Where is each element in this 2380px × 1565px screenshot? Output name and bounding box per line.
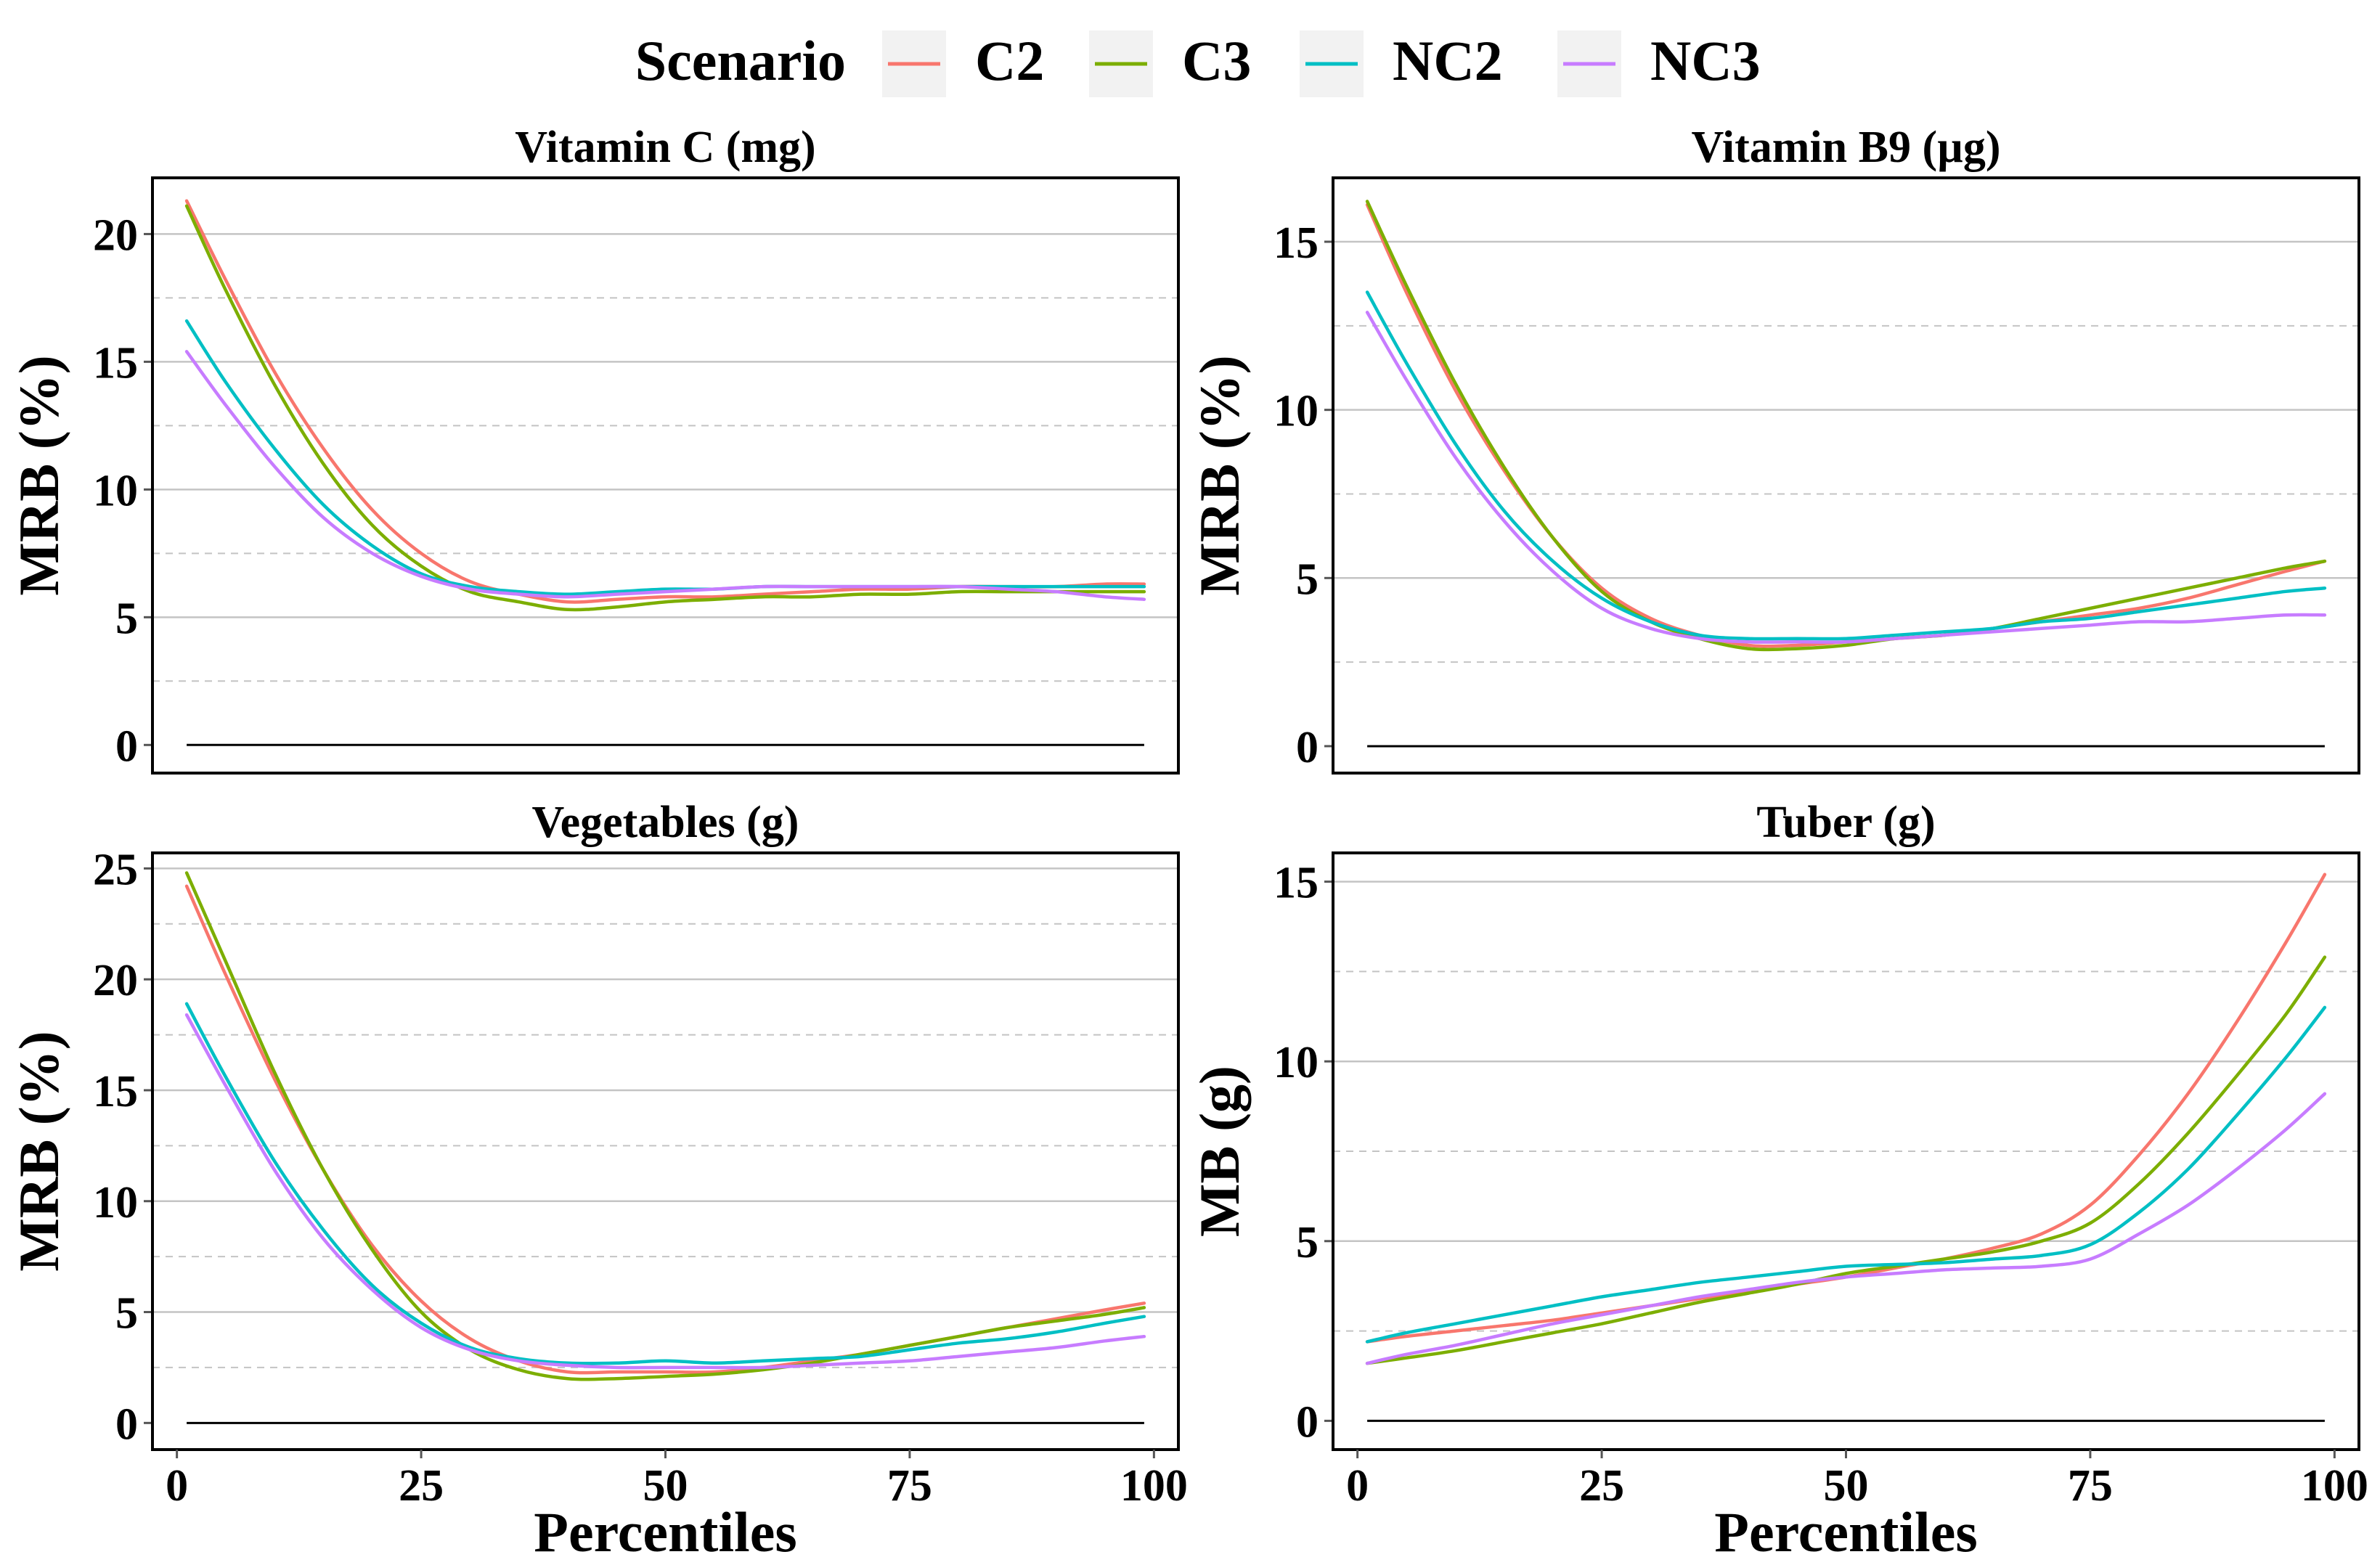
panel-border: [151, 176, 1180, 775]
panel-border: [1332, 176, 2360, 775]
series-line-nc2: [184, 1002, 1146, 1365]
legend-title: Scenario: [635, 29, 846, 92]
y-tick-label: 15: [93, 1067, 138, 1116]
series-line-c2: [184, 884, 1146, 1375]
series-line-nc3: [1365, 1092, 2327, 1365]
panel-vegetables-g: Vegetables (g) 0 5 10 15 20 25 0 25 50 75 100 Percen…: [7, 798, 1188, 1564]
panel-title-vitamin-b9-g: Vitamin B9 (µg): [1691, 123, 2000, 172]
y-axis-label: MRB (%): [7, 355, 70, 595]
x-tick-label: 50: [643, 1461, 688, 1511]
series-line-c3: [1365, 200, 2327, 652]
y-tick-label: 5: [115, 1289, 138, 1339]
series-line-c3: [184, 871, 1146, 1381]
series-line-c2: [1365, 203, 2327, 648]
series-line-nc2: [1365, 1005, 2327, 1344]
panel-vitamin-b9-g: Vitamin B9 (µg) 0 5 10 15 MRB (%): [1188, 123, 2360, 775]
y-tick-label: 5: [1296, 555, 1319, 604]
y-tick-label: 5: [115, 594, 138, 643]
series-line-nc3: [184, 1013, 1146, 1370]
panel-tuber-g: Tuber (g) 0 5 10 15 0 25 50 75 100 Percentiles MB (…: [1188, 798, 2368, 1564]
series-line-nc3: [184, 350, 1146, 601]
y-axis-label: MB (g): [1188, 1066, 1251, 1237]
y-tick-label: 20: [93, 211, 138, 260]
series-line-nc3: [1365, 311, 2327, 644]
legend-item-nc3: NC3: [1557, 29, 1761, 97]
series-line-c3: [1365, 955, 2327, 1365]
x-axis-label: Percentiles: [1714, 1500, 1977, 1564]
y-tick-label: 15: [1273, 218, 1319, 268]
x-axis-label: Percentiles: [534, 1500, 796, 1564]
x-tick-label: 0: [1346, 1461, 1369, 1511]
y-tick-label: 10: [1273, 387, 1319, 436]
x-tick-label: 50: [1824, 1461, 1869, 1511]
y-tick-label: 15: [1273, 859, 1319, 908]
y-tick-label: 5: [1296, 1218, 1319, 1267]
y-tick-label: 0: [115, 722, 138, 771]
y-axis-label: MRB (%): [7, 1031, 70, 1271]
y-tick-label: 0: [1296, 1397, 1319, 1447]
x-tick-label: 100: [2301, 1461, 2368, 1511]
series-line-c3: [184, 204, 1146, 612]
y-tick-label: 15: [93, 338, 138, 388]
x-tick-label: 25: [399, 1461, 444, 1511]
legend-label-c2: C2: [975, 29, 1044, 92]
panel-vitamin-c-mg: Vitamin C (mg) 0 5 10 15 20 MRB (%): [7, 123, 1180, 775]
panel-title-vitamin-c-mg: Vitamin C (mg): [515, 123, 815, 172]
x-tick-label: 0: [166, 1461, 188, 1511]
y-tick-label: 10: [93, 466, 138, 515]
y-tick-label: 25: [93, 845, 138, 894]
panel-title-vegetables-g: Vegetables (g): [532, 798, 799, 847]
y-tick-label: 0: [1296, 723, 1319, 772]
series-line-c2: [1365, 873, 2327, 1344]
y-tick-label: 10: [93, 1178, 138, 1227]
y-tick-label: 0: [115, 1399, 138, 1449]
y-tick-label: 10: [1273, 1038, 1319, 1087]
x-tick-label: 25: [1579, 1461, 1624, 1511]
y-axis-label: MRB (%): [1188, 355, 1251, 595]
legend-item-c2: C2: [882, 29, 1044, 97]
x-tick-label: 75: [2068, 1461, 2113, 1511]
chart-legend: Scenario C2 C3 NC2 NC3: [635, 29, 1761, 97]
legend-label-c3: C3: [1182, 29, 1251, 92]
legend-label-nc3: NC3: [1650, 29, 1761, 92]
x-tick-label: 75: [887, 1461, 932, 1511]
legend-item-nc2: NC2: [1300, 29, 1503, 97]
legend-item-c3: C3: [1089, 29, 1251, 97]
y-tick-label: 20: [93, 956, 138, 1005]
x-tick-label: 100: [1120, 1461, 1188, 1511]
panel-title-tuber-g: Tuber (g): [1756, 798, 1935, 847]
legend-label-nc2: NC2: [1393, 29, 1503, 92]
series-line-c2: [184, 199, 1146, 604]
series-line-nc2: [1365, 290, 2327, 641]
